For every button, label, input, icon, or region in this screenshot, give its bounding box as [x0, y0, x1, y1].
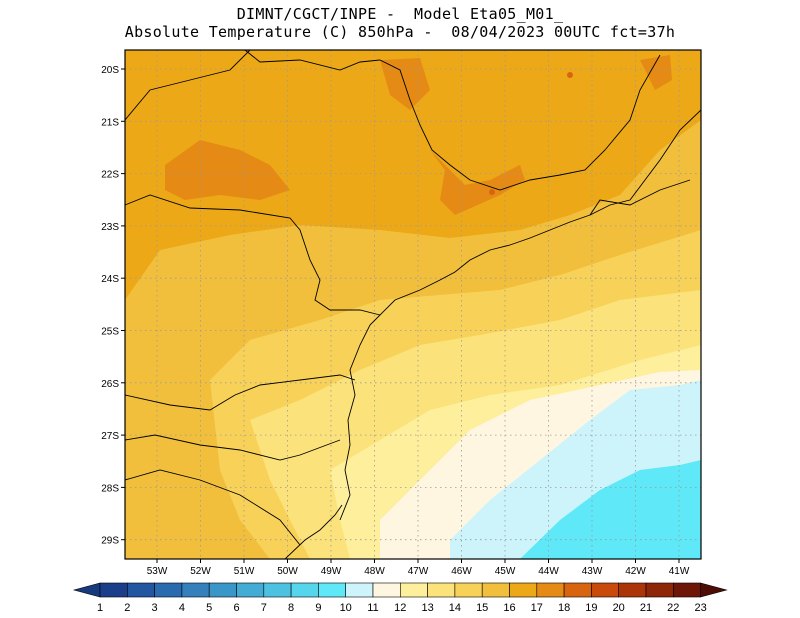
lon-label: 48W	[364, 566, 385, 577]
colorbar-swatch	[236, 582, 265, 598]
temperature-field	[125, 50, 701, 559]
colorbar-tick-label: 2	[124, 602, 130, 614]
lon-label: 47W	[408, 566, 429, 577]
colorbar-tick-label: 22	[667, 602, 679, 614]
lon-label: 42W	[625, 566, 646, 577]
colorbar: 1 2 3 4 5 6 7 8 9 10 11 12 13 14 15 16 17 18 19 20 21 22 23	[72, 582, 728, 614]
lat-label: 26S	[101, 379, 119, 390]
lon-label: 49W	[321, 566, 342, 577]
colorbar-tick-label: 11	[367, 602, 378, 614]
colorbar-tick-label: 12	[394, 602, 406, 614]
state-border-sc-rs	[125, 434, 341, 461]
colorbar-swatch	[645, 582, 674, 598]
map-frame	[124, 49, 702, 560]
colorbar-swatch	[427, 582, 456, 598]
coastline	[339, 109, 701, 521]
colorbar-swatch	[591, 582, 620, 598]
colorbar-tick-label: 13	[421, 602, 433, 614]
state-border-north	[244, 50, 381, 71]
colorbar-tick-label: 7	[261, 602, 267, 614]
lon-label: 43W	[582, 566, 603, 577]
colorbar-swatch	[318, 582, 346, 598]
field-band-18-spot	[567, 72, 573, 78]
colorbar-right-arrow	[700, 582, 728, 598]
colorbar-tick-label: 9	[315, 602, 321, 614]
state-border-sp-mg	[379, 54, 661, 191]
lon-label: 50W	[277, 566, 298, 577]
boundaries	[125, 50, 701, 559]
colorbar-swatch	[399, 582, 428, 598]
colorbar-swatch	[563, 582, 592, 598]
state-border-pr-sp	[125, 194, 381, 316]
lat-label: 21S	[101, 117, 119, 128]
lat-label: 28S	[101, 483, 119, 494]
map-title-line-1: DIMNT/CGCT/INPE - Model Eta05_M01_	[236, 5, 564, 23]
coastline-south	[284, 504, 343, 559]
lon-label: 45W	[495, 566, 516, 577]
colorbar-tick-label: 1	[97, 602, 103, 614]
colorbar-tick-label: 19	[585, 602, 597, 614]
state-border-rs-inner	[125, 469, 301, 546]
colorbar-tick-label: 5	[206, 602, 212, 614]
colorbar-tick-label: 10	[340, 602, 352, 614]
state-border-pr-sc	[125, 374, 356, 411]
colorbar-swatch	[481, 582, 510, 598]
colorbar-tick-label: 21	[640, 602, 652, 614]
field-band-17-ne	[640, 55, 672, 90]
colorbar-swatch	[372, 582, 401, 598]
colorbar-left-arrow	[72, 582, 101, 598]
colorbar-tick-label: 23	[694, 602, 706, 614]
colorbar-tick-label: 20	[613, 602, 625, 614]
colorbar-tick-label: 14	[449, 602, 461, 614]
colorbar-tick-label: 3	[152, 602, 158, 614]
longitude-labels: 53W 52W 51W 50W 49W 48W 47W 46W 45W 44W 43W 42W 41W	[147, 559, 690, 577]
colorbar-swatch	[127, 582, 155, 598]
map-title-line-2: Absolute Temperature (C) 850hPa - 08/04/…	[124, 23, 676, 41]
colorbar-tick-label: 6	[233, 602, 239, 614]
field-band-18-spot	[489, 189, 495, 195]
lat-label: 29S	[101, 536, 119, 547]
colorbar-swatch	[536, 582, 565, 598]
lat-label: 27S	[101, 431, 119, 442]
colorbar-swatch	[509, 582, 538, 598]
field-band-17-west	[165, 140, 290, 200]
colorbar-tick-label: 4	[179, 602, 185, 614]
colorbar-swatch	[99, 582, 128, 598]
state-border-ms	[125, 50, 251, 121]
lon-label: 41W	[669, 566, 690, 577]
lon-label: 51W	[234, 566, 255, 577]
colorbar-swatch	[345, 582, 374, 598]
colorbar-swatch	[263, 582, 292, 598]
colorbar-swatch	[154, 582, 183, 598]
colorbar-swatch	[672, 582, 701, 598]
colorbar-swatch	[454, 582, 483, 598]
colorbar-swatch	[208, 582, 237, 598]
field-band-9	[520, 460, 701, 559]
colorbar-swatch	[290, 582, 319, 598]
colorbar-tick-label: 17	[531, 602, 543, 614]
colorbar-swatch	[181, 582, 210, 598]
lat-label: 23S	[101, 222, 119, 233]
lon-label: 46W	[451, 566, 472, 577]
lat-label: 20S	[101, 65, 119, 76]
lon-label: 53W	[147, 566, 168, 577]
lat-label: 25S	[101, 327, 119, 338]
lat-label: 22S	[101, 170, 119, 181]
colorbar-tick-label: 16	[503, 602, 515, 614]
colorbar-tick-label: 18	[558, 602, 570, 614]
lon-label: 44W	[538, 566, 559, 577]
lat-label: 24S	[101, 274, 119, 285]
colorbar-swatch	[618, 582, 647, 598]
lon-label: 52W	[190, 566, 211, 577]
colorbar-tick-label: 8	[288, 602, 294, 614]
state-border-rj	[589, 179, 691, 216]
latitude-labels: 20S 21S 22S 23S 24S 25S 26S 27S 28S 29S	[101, 65, 125, 547]
graticule	[125, 50, 701, 559]
colorbar-tick-label: 15	[476, 602, 488, 614]
